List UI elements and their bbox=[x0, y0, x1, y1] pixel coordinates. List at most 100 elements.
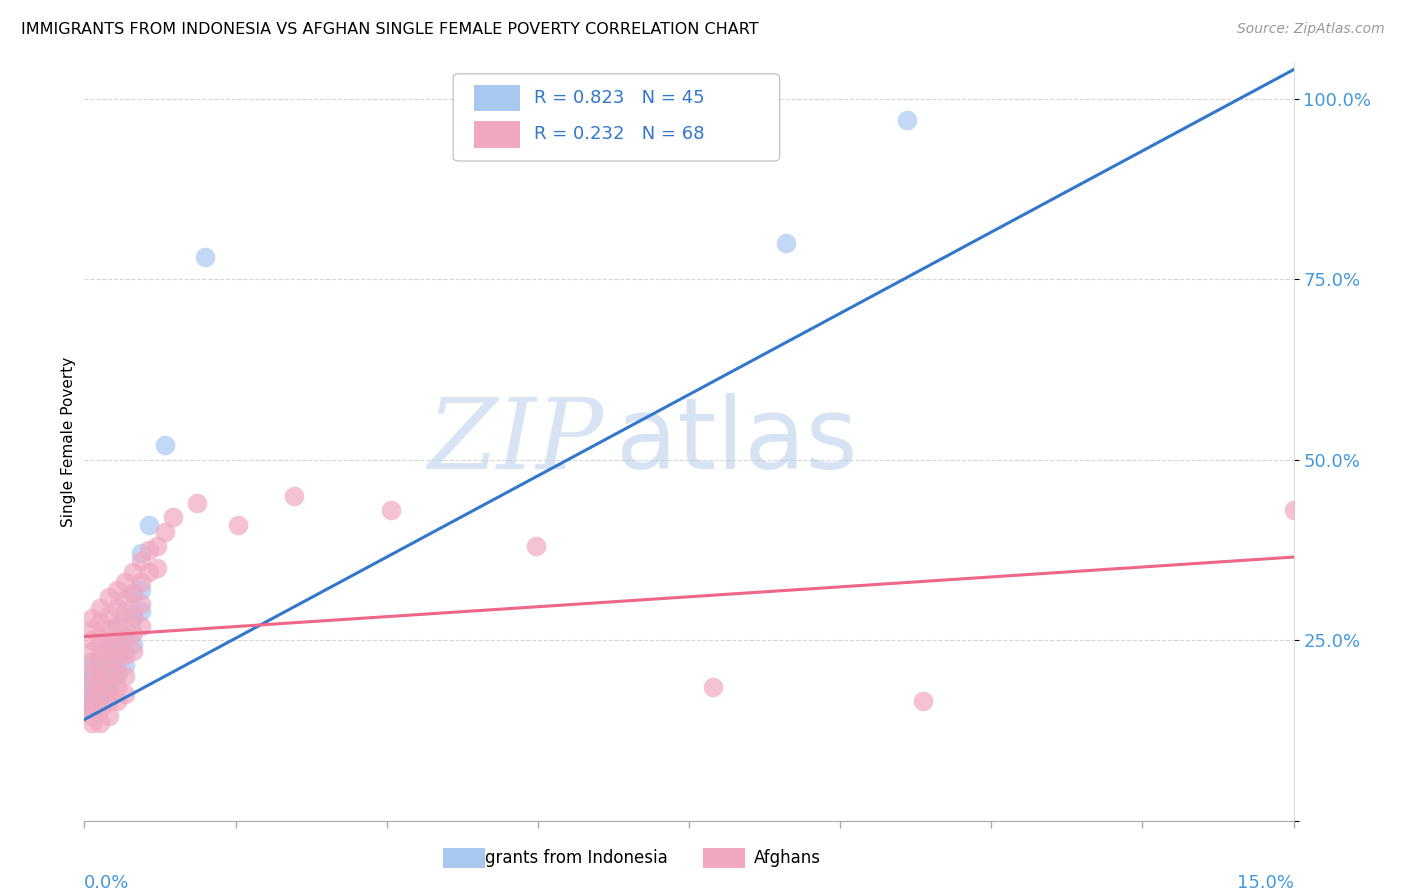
Point bbox=[82, 644, 104, 658]
Point bbox=[129, 597, 152, 611]
Point bbox=[896, 113, 918, 128]
Point bbox=[82, 665, 104, 680]
Point bbox=[89, 615, 111, 629]
Point bbox=[775, 235, 797, 250]
Text: Afghans: Afghans bbox=[754, 849, 821, 867]
Point bbox=[121, 607, 143, 622]
Point bbox=[82, 680, 104, 694]
Point bbox=[82, 655, 104, 669]
Point bbox=[153, 524, 176, 539]
Point bbox=[702, 680, 724, 694]
Point bbox=[89, 658, 111, 673]
Point bbox=[226, 517, 249, 532]
Point bbox=[283, 489, 305, 503]
Point bbox=[105, 618, 128, 632]
Point bbox=[97, 590, 120, 604]
Point bbox=[911, 694, 934, 708]
Point bbox=[82, 687, 104, 701]
Text: 0.0%: 0.0% bbox=[84, 874, 129, 892]
Point bbox=[82, 698, 104, 712]
Point bbox=[89, 694, 111, 708]
Point bbox=[82, 611, 104, 625]
Point bbox=[129, 604, 152, 618]
Point bbox=[105, 637, 128, 651]
Point bbox=[82, 655, 104, 669]
Point bbox=[121, 586, 143, 600]
Point bbox=[82, 676, 104, 690]
Point bbox=[146, 561, 169, 575]
Point bbox=[82, 702, 104, 716]
Point bbox=[105, 694, 128, 708]
Point bbox=[97, 680, 120, 694]
Point bbox=[380, 503, 402, 517]
Text: ZIP: ZIP bbox=[427, 394, 605, 489]
Point bbox=[97, 669, 120, 683]
Point bbox=[97, 607, 120, 622]
Point bbox=[105, 648, 128, 662]
Point bbox=[97, 673, 120, 687]
Point bbox=[114, 630, 136, 644]
Point bbox=[121, 611, 143, 625]
Text: IMMIGRANTS FROM INDONESIA VS AFGHAN SINGLE FEMALE POVERTY CORRELATION CHART: IMMIGRANTS FROM INDONESIA VS AFGHAN SING… bbox=[21, 22, 759, 37]
Point bbox=[89, 658, 111, 673]
Point bbox=[97, 622, 120, 636]
Point bbox=[105, 637, 128, 651]
Point bbox=[82, 622, 104, 636]
Point bbox=[105, 618, 128, 632]
Point bbox=[97, 662, 120, 676]
Point bbox=[114, 658, 136, 673]
Point bbox=[129, 618, 152, 632]
Point bbox=[97, 709, 120, 723]
Point bbox=[105, 680, 128, 694]
Point bbox=[89, 702, 111, 716]
Point bbox=[524, 539, 547, 553]
Point bbox=[82, 702, 104, 716]
Point bbox=[82, 673, 104, 687]
Text: atlas: atlas bbox=[616, 393, 858, 490]
Point bbox=[89, 630, 111, 644]
Point bbox=[105, 655, 128, 669]
Point bbox=[89, 644, 111, 658]
FancyBboxPatch shape bbox=[453, 74, 780, 161]
Point bbox=[89, 648, 111, 662]
Point bbox=[105, 651, 128, 665]
Point bbox=[121, 565, 143, 579]
Point bbox=[114, 644, 136, 658]
Point bbox=[1282, 503, 1305, 517]
Text: Source: ZipAtlas.com: Source: ZipAtlas.com bbox=[1237, 22, 1385, 37]
Text: R = 0.232   N = 68: R = 0.232 N = 68 bbox=[534, 126, 704, 144]
Bar bbox=[474, 85, 520, 111]
Point bbox=[97, 680, 120, 694]
Point bbox=[89, 687, 111, 701]
Point bbox=[114, 669, 136, 683]
Point bbox=[89, 716, 111, 731]
Point bbox=[146, 539, 169, 553]
Point bbox=[105, 600, 128, 615]
Point bbox=[82, 669, 104, 683]
Point bbox=[97, 637, 120, 651]
Point bbox=[97, 651, 120, 665]
Point bbox=[114, 648, 136, 662]
Point bbox=[82, 716, 104, 731]
Point bbox=[89, 655, 111, 669]
Point bbox=[129, 554, 152, 568]
Point bbox=[114, 593, 136, 607]
Point bbox=[97, 655, 120, 669]
Point bbox=[114, 687, 136, 701]
Point bbox=[121, 626, 143, 640]
Point bbox=[105, 665, 128, 680]
Point bbox=[89, 680, 111, 694]
Point bbox=[114, 630, 136, 644]
Point bbox=[89, 673, 111, 687]
Point bbox=[138, 517, 160, 532]
Point bbox=[89, 600, 111, 615]
Bar bbox=[474, 121, 520, 148]
Point bbox=[114, 575, 136, 590]
Point bbox=[162, 510, 184, 524]
Point bbox=[121, 637, 143, 651]
Point bbox=[97, 665, 120, 680]
Point bbox=[186, 496, 208, 510]
Point bbox=[121, 586, 143, 600]
Point bbox=[82, 709, 104, 723]
Point bbox=[82, 687, 104, 701]
